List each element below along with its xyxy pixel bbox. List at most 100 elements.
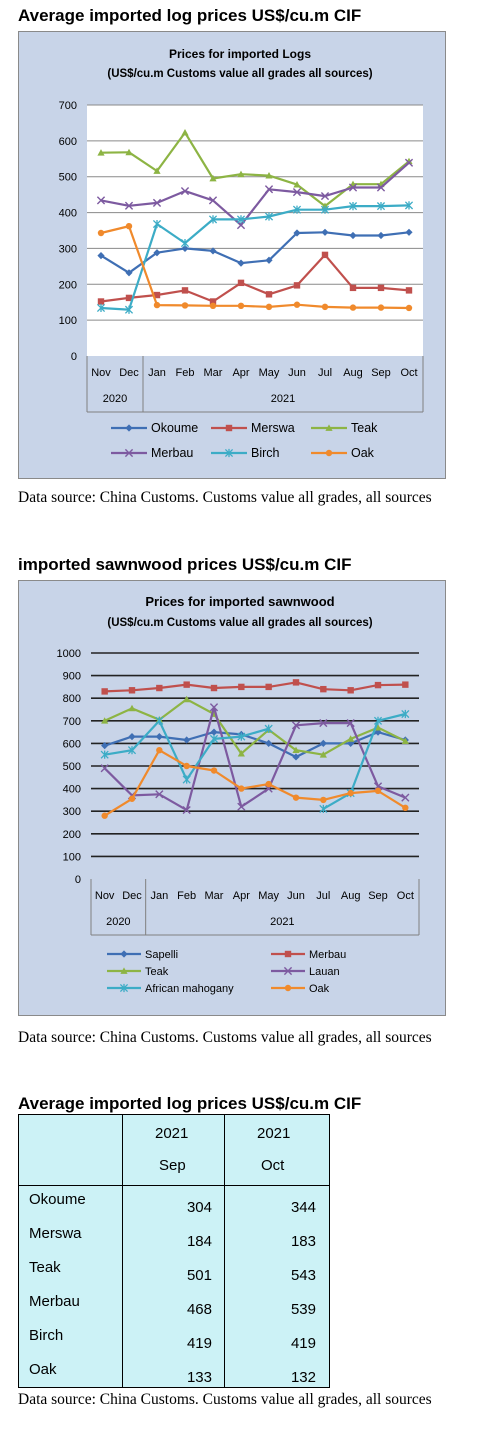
legend-marker: [283, 966, 293, 976]
data-point: [128, 795, 136, 802]
series-lauan: [100, 703, 410, 815]
data-point: [347, 735, 355, 742]
data-point: [293, 282, 301, 289]
legend-marker: [284, 950, 292, 958]
data-point: [209, 174, 217, 182]
data-point: [237, 259, 245, 267]
data-point: [237, 302, 245, 309]
data-point: [264, 724, 273, 733]
y-tick-label: 600: [59, 136, 77, 148]
legend-label: Teak: [351, 421, 378, 435]
data-point: [128, 687, 136, 694]
data-point: [100, 764, 109, 773]
data-point: [208, 215, 218, 224]
data-point: [127, 746, 137, 755]
x-tick-label: May: [258, 890, 279, 902]
y-tick-label: 600: [63, 738, 81, 750]
series-line: [104, 731, 406, 759]
data-point: [264, 212, 274, 221]
y-tick-label: 800: [63, 693, 81, 705]
data-point: [236, 221, 246, 230]
legend-label: Lauan: [309, 966, 340, 978]
data-point: [348, 202, 358, 211]
data-point: [405, 228, 413, 236]
data-point: [209, 247, 217, 255]
log-prices-table: 2021 Sep 2021 Oct Okoume 304 344 Merswa …: [18, 1114, 330, 1388]
table-cell: 419: [186, 1335, 212, 1352]
x-tick-label: Apr: [232, 367, 249, 379]
series-birch: [96, 201, 414, 314]
log-prices-chart: Prices for imported Logs (US$/cu.m Custom…: [18, 31, 446, 479]
data-point: [153, 167, 161, 174]
table-col-divider-2: [224, 1115, 225, 1387]
legend-marker: [325, 449, 333, 457]
table-row-label: Birch: [29, 1327, 64, 1344]
x-tick-label: Nov: [91, 367, 111, 379]
series-merswa: [97, 251, 413, 305]
data-point: [182, 805, 191, 815]
data-point: [348, 183, 358, 192]
data-point: [291, 721, 301, 730]
x-tick-label: Mar: [204, 367, 223, 379]
x-tick-label: Nov: [95, 890, 115, 902]
series-line: [103, 706, 406, 812]
x-tick-label: Sep: [368, 890, 388, 902]
y-tick-label: 300: [59, 243, 77, 255]
legend-item: Oak: [271, 983, 330, 995]
data-point: [321, 251, 329, 259]
data-point: [377, 284, 385, 292]
data-point: [153, 249, 161, 257]
data-point: [238, 683, 245, 691]
table-cell: 304: [186, 1199, 212, 1216]
data-point: [293, 229, 301, 237]
table-col-divider-1: [122, 1115, 123, 1387]
series-merbau: [96, 158, 414, 230]
legend-item: Teak: [107, 966, 169, 978]
data-point: [181, 129, 189, 136]
x-tick-label: Mar: [205, 890, 224, 902]
data-point: [373, 782, 383, 791]
data-point: [96, 303, 106, 313]
series-okoume: [97, 228, 413, 277]
legend-marker: [124, 448, 134, 458]
legend-item: Birch: [211, 446, 280, 460]
y-tick-label: 500: [63, 761, 81, 773]
y-tick-label: 100: [59, 315, 77, 327]
log-prices-heading: Average imported log prices US$/cu.m CIF: [18, 6, 362, 25]
table-row-label: Merbau: [29, 1293, 80, 1310]
col-oct-year: 2021: [257, 1125, 291, 1142]
x-tick-label: Feb: [177, 890, 196, 902]
x-tick-label: May: [259, 367, 280, 379]
table-row-label: Merswa: [29, 1225, 82, 1242]
data-point: [128, 704, 136, 712]
legend-label: Merswa: [251, 421, 295, 435]
sawnwood-prices-chart-svg: Prices for imported sawnwood (US$/cu.m Cu…: [57, 594, 420, 995]
data-point: [153, 301, 161, 309]
chart-subtitle: (US$/cu.m Customs value all grades all s…: [107, 68, 372, 80]
x-tick-label: Jan: [148, 367, 166, 379]
data-point: [96, 196, 106, 205]
x-tick-label: Apr: [233, 890, 250, 902]
data-point: [101, 812, 108, 819]
series-oak: [97, 222, 413, 312]
data-point: [152, 198, 162, 207]
data-point: [319, 751, 327, 758]
legend-item: African mahogany: [107, 983, 234, 995]
log-prices-table-heading: Average imported log prices US$/cu.m CIF: [18, 1094, 362, 1113]
data-point: [321, 303, 329, 311]
legend-marker: [325, 424, 333, 431]
data-point: [401, 709, 410, 719]
data-point: [124, 305, 134, 314]
data-point: [210, 767, 218, 774]
series-line: [104, 749, 406, 817]
legend-label: Okoume: [151, 421, 198, 435]
data-point: [347, 687, 354, 694]
data-point: [265, 683, 272, 691]
y-tick-label: 0: [75, 874, 81, 886]
data-point: [349, 284, 357, 292]
table-source: Data source: China Customs. Customs valu…: [18, 1391, 432, 1408]
year-group-label: 2021: [270, 916, 294, 928]
series-line: [104, 681, 406, 693]
x-tick-label: Feb: [176, 367, 195, 379]
data-point: [346, 718, 355, 728]
